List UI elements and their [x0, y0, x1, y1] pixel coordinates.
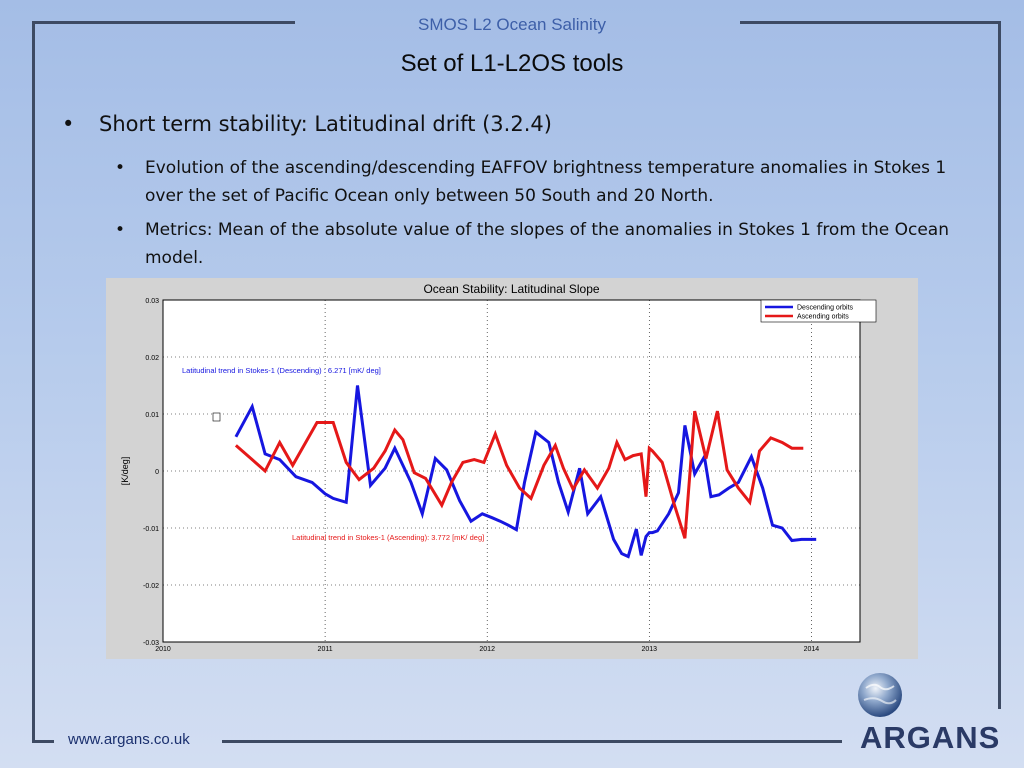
series-line-ascending — [234, 410, 804, 539]
chart-panel: Ocean Stability: Latitudinal Slope 0.03 0.… — [106, 278, 918, 659]
y-tick-label: 0.02 — [145, 355, 159, 362]
annotation-descending: Latitudinal trend in Stokes-1 (Descendin… — [182, 366, 381, 375]
y-tick-label: -0.02 — [143, 583, 159, 590]
chart-title: Ocean Stability: Latitudinal Slope — [423, 282, 599, 296]
logo-text: ARGANS — [860, 720, 1001, 755]
frame-bottom-right — [222, 740, 842, 743]
frame-right — [998, 21, 1001, 709]
legend-label-ascending: Ascending orbits — [797, 314, 849, 321]
x-tick-label: 2012 — [479, 646, 495, 653]
footer-url[interactable]: www.argans.co.uk — [68, 731, 190, 748]
y-tick-label: 0.01 — [145, 412, 159, 419]
bullet-symbol: • — [62, 112, 75, 136]
frame-bottom-left — [32, 740, 54, 743]
bullet-symbol: • — [115, 220, 126, 240]
sub-bullet-2-text: Metrics: Mean of the absolute value of t… — [145, 220, 949, 268]
y-tick-label: 0 — [155, 469, 159, 476]
x-tick-label: 2011 — [318, 646, 333, 653]
x-tick-label: 2013 — [641, 646, 657, 653]
legend-label-descending: Descending orbits — [797, 305, 854, 312]
series-line-descending — [234, 385, 817, 559]
x-tick-label: 2014 — [804, 646, 820, 653]
y-tick-label: 0.03 — [145, 298, 159, 305]
frame-top-left — [32, 21, 295, 24]
y-axis-label: [K/deg] — [120, 457, 130, 486]
y-tick-label: -0.01 — [143, 526, 159, 533]
chart-svg: Ocean Stability: Latitudinal Slope 0.03 0.… — [120, 282, 877, 653]
main-bullet-text: Short term stability: Latitudinal drift … — [99, 112, 552, 136]
sub-bullet-1-text: Evolution of the ascending/descending EA… — [145, 158, 947, 206]
y-tick-label: -0.03 — [143, 640, 159, 647]
globe-icon — [858, 673, 902, 717]
slide-title: Set of L1-L2OS tools — [400, 50, 624, 77]
zoom-marker-box — [212, 412, 221, 422]
x-tick-label: 2010 — [155, 646, 171, 653]
frame-top-right — [740, 21, 1001, 24]
annotation-ascending: Latitudinal trend in Stokes-1 (Ascending… — [292, 533, 484, 542]
bullet-symbol: • — [115, 158, 126, 178]
argans-logo: ARGANS — [846, 670, 1024, 768]
frame-left — [32, 21, 35, 742]
header-title: SMOS L2 Ocean Salinity — [417, 15, 607, 34]
